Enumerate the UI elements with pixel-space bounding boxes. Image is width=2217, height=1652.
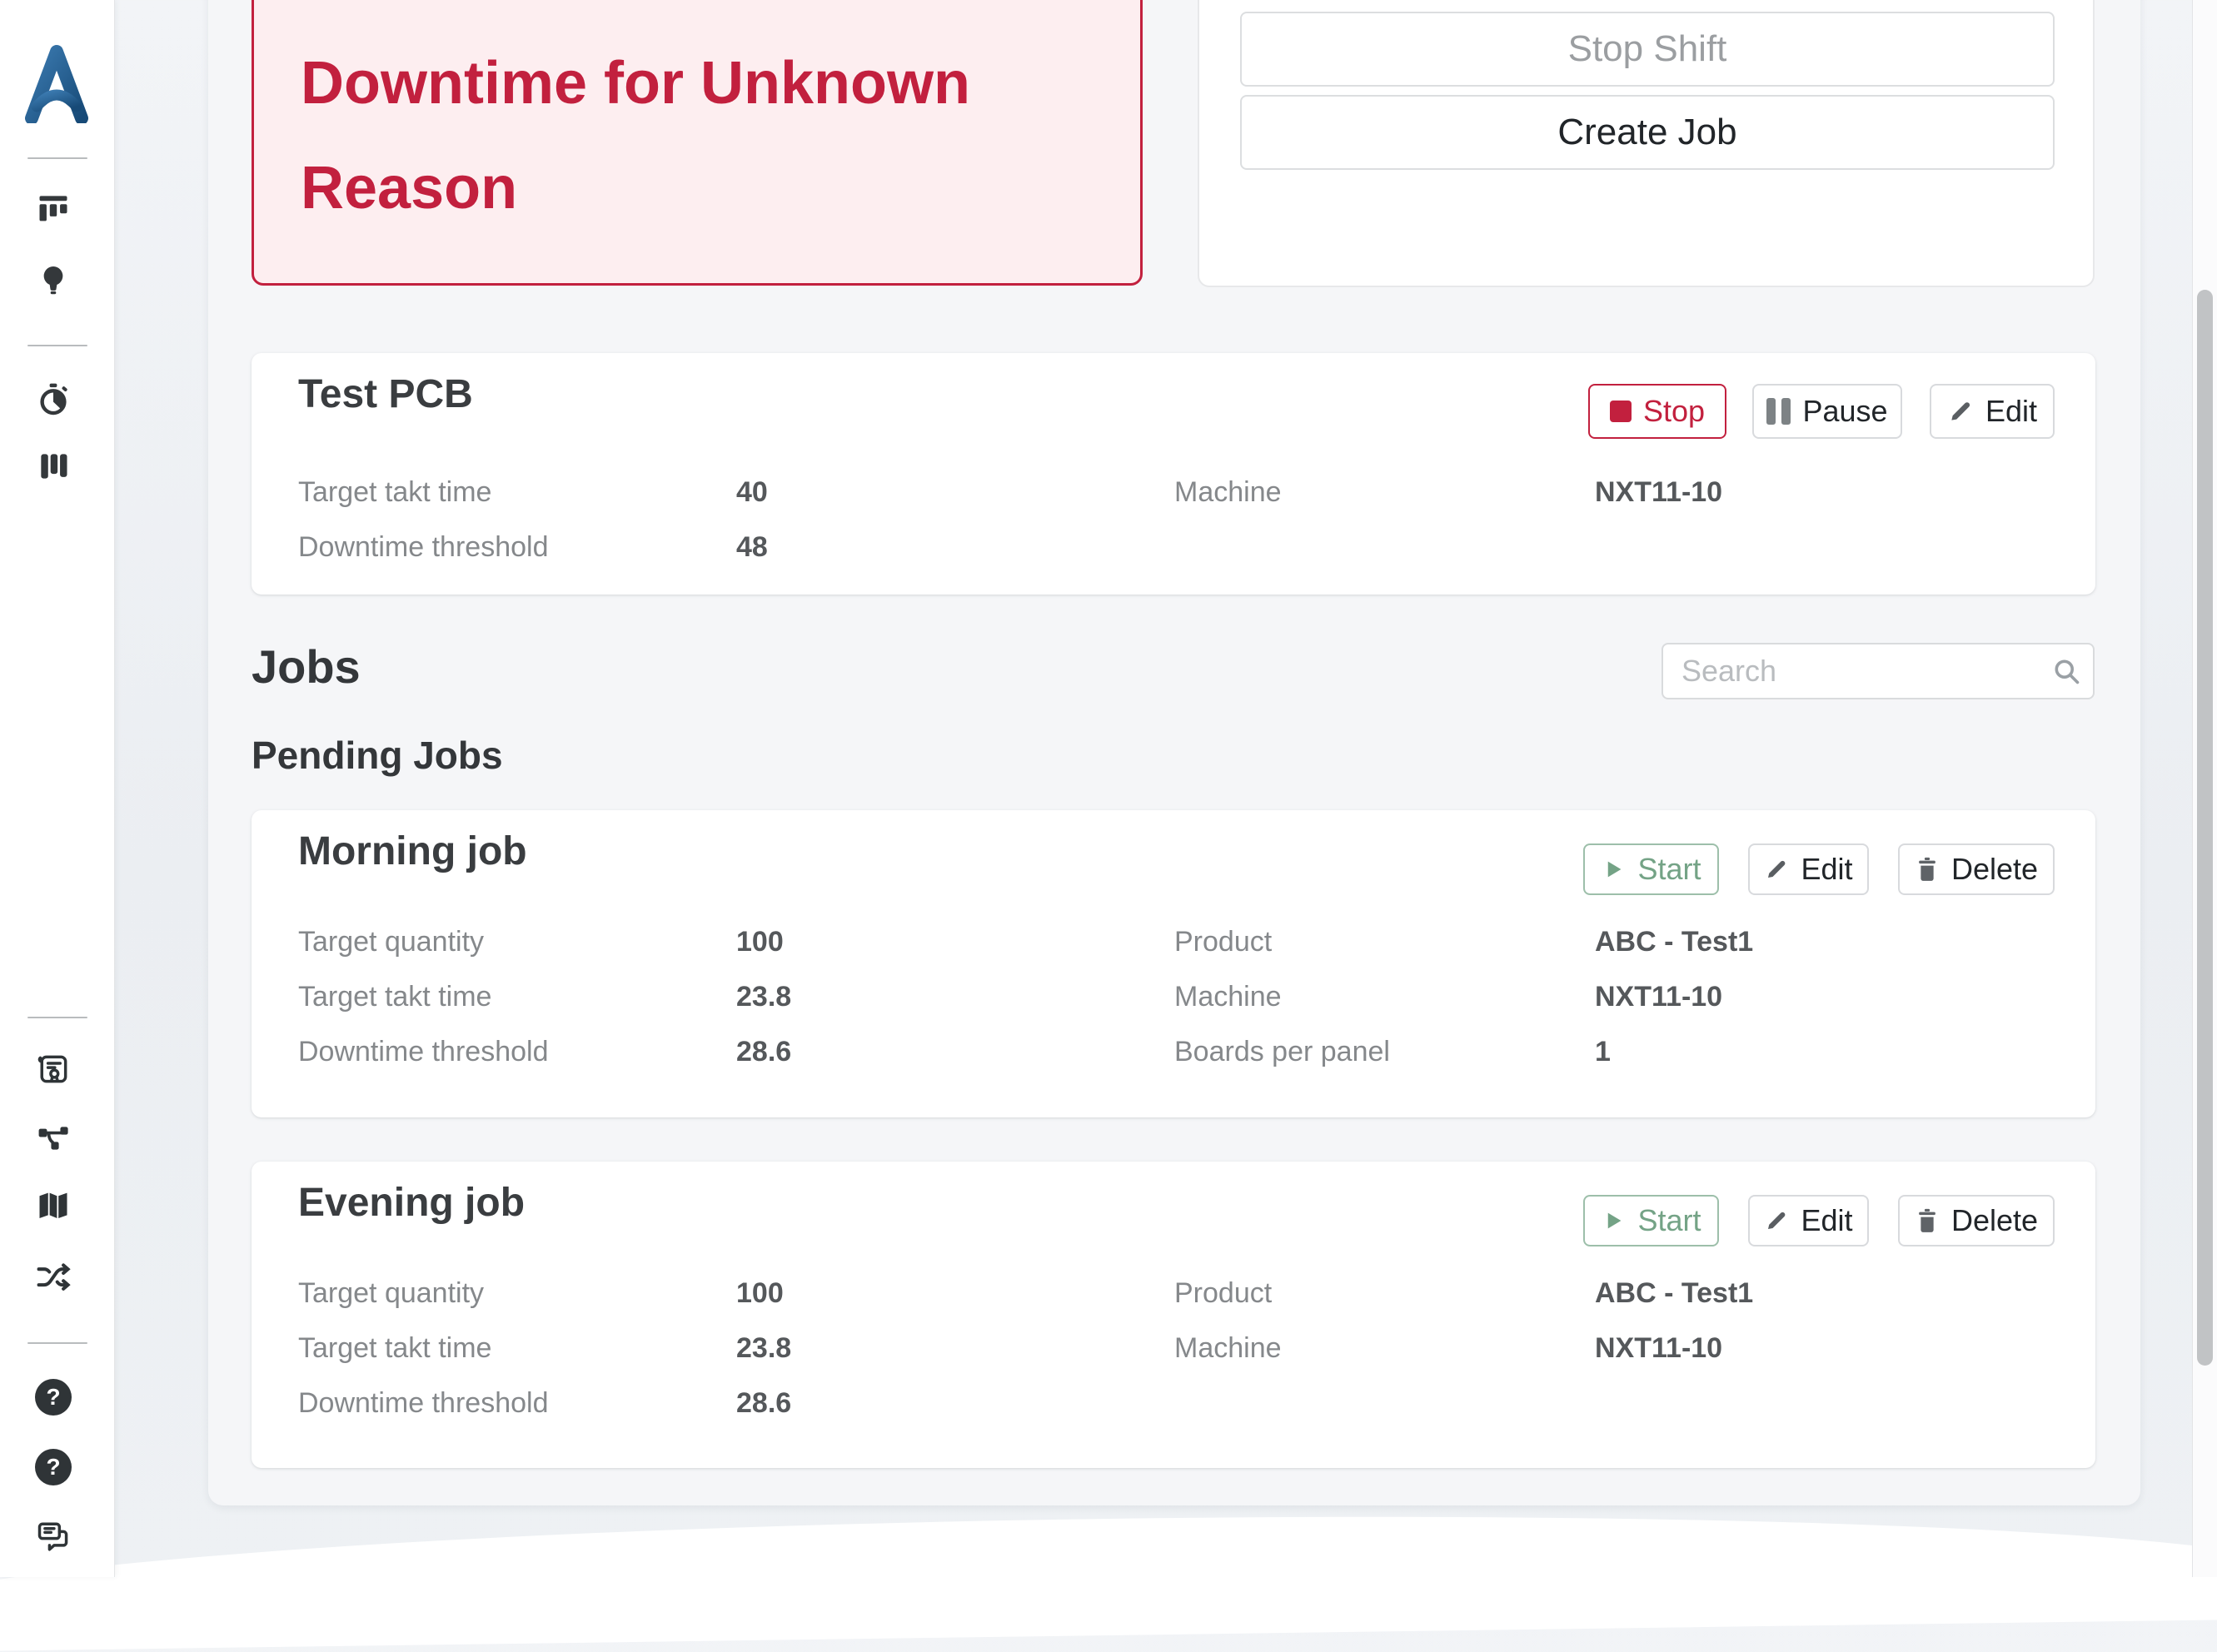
delete-button[interactable]: Delete [1898, 843, 2055, 895]
field-value: 28.6 [736, 1386, 792, 1419]
field-grid-right: Product ABC - Test1 Machine NXT11-10 Boa… [1174, 914, 1753, 1079]
job-title: Evening job [298, 1181, 526, 1225]
field-label: Product [1174, 1276, 1273, 1309]
job-title: Morning job [298, 829, 527, 873]
field-label: Target takt time [298, 1331, 492, 1364]
shift-actions-panel: Stop Shift Create Job [1198, 0, 2095, 287]
play-icon [1601, 1208, 1626, 1233]
edit-button[interactable]: Edit [1748, 1195, 1869, 1246]
field-value: 40 [736, 475, 768, 508]
field-grid-right: Machine NXT11-10 [1174, 465, 1722, 520]
downtime-alert[interactable]: Downtime for Unknown Reason [252, 0, 1143, 286]
sidebar-item-reports[interactable] [35, 1051, 72, 1087]
workflow-icon [38, 1127, 68, 1150]
pencil-icon [1764, 857, 1789, 882]
field-value: NXT11-10 [1595, 475, 1723, 508]
job-card-evening: Evening job Start Edit Delete Target qua… [252, 1162, 2095, 1468]
field-value: 1 [1595, 1035, 1611, 1067]
field-label: Target takt time [298, 980, 492, 1013]
jobs-heading: Jobs [252, 640, 361, 693]
play-icon [1601, 857, 1626, 882]
field-label: Target takt time [298, 475, 492, 508]
field-value: 100 [736, 1276, 784, 1309]
field-value: 100 [736, 925, 784, 958]
stop-button[interactable]: Stop [1588, 384, 1726, 439]
field-label: Downtime threshold [298, 1035, 549, 1067]
field-value: ABC - Test1 [1595, 1276, 1754, 1309]
bar-chart-icon [41, 454, 67, 479]
pause-button[interactable]: Pause [1752, 384, 1902, 439]
field-label: Machine [1174, 1331, 1282, 1364]
map-icon [39, 1192, 67, 1219]
create-job-button[interactable]: Create Job [1240, 95, 2055, 170]
news-certificate-icon [37, 1055, 67, 1083]
pause-icon [1766, 398, 1791, 425]
sidebar-item-insights[interactable] [35, 261, 72, 298]
field-label: Target quantity [298, 1276, 485, 1309]
start-button[interactable]: Start [1583, 1195, 1719, 1246]
stopwatch-icon [40, 383, 67, 415]
field-label: Downtime threshold [298, 530, 549, 563]
sidebar-divider [27, 157, 87, 159]
sidebar: ? ? [0, 0, 115, 1577]
active-job-card: Test PCB Stop Pause Edit Target takt tim… [252, 353, 2095, 595]
field-label: Product [1174, 925, 1273, 958]
sidebar-item-workflow[interactable] [35, 1120, 72, 1157]
shuffle-icon [37, 1263, 71, 1291]
field-value: 28.6 [736, 1035, 792, 1067]
sidebar-item-feedback[interactable] [35, 1517, 72, 1554]
help-icon[interactable]: ? [35, 1379, 72, 1416]
sidebar-item-metrics[interactable] [35, 448, 72, 485]
stop-shift-button[interactable]: Stop Shift [1240, 12, 2055, 87]
stop-icon [1609, 401, 1632, 422]
sidebar-divider [27, 345, 87, 346]
chat-icon [37, 1522, 68, 1551]
field-value: NXT11-10 [1595, 980, 1723, 1013]
field-label: Target quantity [298, 925, 485, 958]
logo-a-icon [25, 45, 88, 125]
columns-icon [39, 196, 67, 221]
sidebar-item-shuffle[interactable] [35, 1258, 72, 1295]
downtime-alert-title: Downtime for Unknown Reason [301, 50, 970, 221]
field-value: NXT11-10 [1595, 1331, 1723, 1364]
scrollbar-thumb[interactable] [2197, 290, 2213, 1366]
start-button[interactable]: Start [1583, 843, 1719, 895]
sidebar-item-columns[interactable] [35, 190, 72, 226]
field-value: 23.8 [736, 1331, 792, 1364]
sidebar-item-map[interactable] [35, 1187, 72, 1224]
jobs-search [1662, 643, 2095, 699]
field-value: 48 [736, 530, 768, 563]
field-grid-left: Target takt time 40 Downtime threshold 4… [298, 465, 768, 575]
vertical-scrollbar [2192, 0, 2217, 1577]
field-label: Machine [1174, 475, 1282, 508]
trash-icon [1915, 1207, 1940, 1234]
field-grid-left: Target quantity 100 Target takt time 23.… [298, 914, 791, 1079]
search-input[interactable] [1662, 643, 2095, 699]
field-label: Downtime threshold [298, 1386, 549, 1419]
field-value: 23.8 [736, 980, 792, 1013]
app-logo[interactable] [23, 43, 90, 125]
trash-icon [1915, 856, 1940, 883]
sidebar-item-timer[interactable] [35, 381, 72, 417]
field-grid-right: Product ABC - Test1 Machine NXT11-10 [1174, 1266, 1753, 1376]
lightbulb-icon [43, 266, 63, 295]
field-label: Machine [1174, 980, 1282, 1013]
pencil-icon [1764, 1208, 1789, 1233]
sidebar-divider [27, 1017, 87, 1018]
edit-button[interactable]: Edit [1930, 384, 2055, 439]
sidebar-divider [27, 1342, 87, 1344]
job-card-morning: Morning job Start Edit Delete Target qua… [252, 810, 2095, 1117]
field-value: ABC - Test1 [1595, 925, 1754, 958]
pencil-icon [1947, 398, 1974, 425]
pending-jobs-heading: Pending Jobs [252, 734, 503, 777]
active-job-title: Test PCB [298, 372, 473, 416]
edit-button[interactable]: Edit [1748, 843, 1869, 895]
support-icon[interactable]: ? [35, 1449, 72, 1485]
field-label: Boards per panel [1174, 1035, 1390, 1067]
delete-button[interactable]: Delete [1898, 1195, 2055, 1246]
field-grid-left: Target quantity 100 Target takt time 23.… [298, 1266, 791, 1431]
